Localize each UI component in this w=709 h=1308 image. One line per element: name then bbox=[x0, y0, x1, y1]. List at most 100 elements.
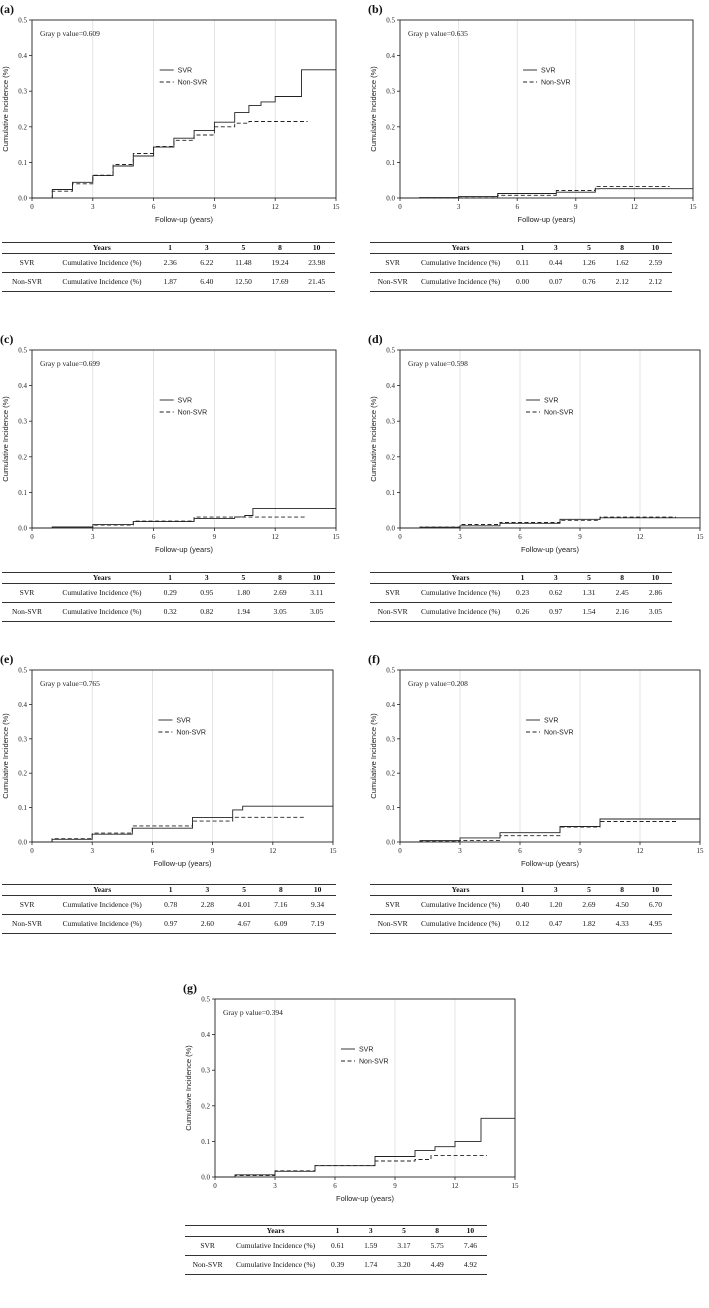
table-header-year: 1 bbox=[505, 884, 540, 896]
table-value-cell: 3.05 bbox=[638, 602, 672, 622]
x-tick-label: 9 bbox=[578, 847, 582, 855]
table-value-cell: 0.97 bbox=[539, 602, 573, 622]
table-row: Non-SVR Cumulative Incidence (%) 0.39 1.74 3… bbox=[185, 1255, 487, 1275]
table-value-cell: 0.26 bbox=[505, 602, 540, 622]
table-header-blank bbox=[2, 572, 52, 584]
table-row-label: Cumulative Incidence (%) bbox=[230, 1255, 321, 1275]
table-value-cell: 2.16 bbox=[605, 602, 639, 622]
table-value-cell: 2.12 bbox=[638, 272, 672, 292]
table-value-cell: 0.29 bbox=[163, 588, 177, 597]
x-axis-label: Follow-up (years) bbox=[155, 545, 213, 554]
y-tick-label: 0.3 bbox=[386, 418, 395, 426]
table-row-label: Cumulative Incidence (%) bbox=[52, 914, 153, 934]
x-tick-label: 3 bbox=[458, 847, 462, 855]
table-header-years: Years bbox=[51, 242, 152, 254]
panel-letter: (e) bbox=[0, 652, 14, 666]
table-header-year: 8 bbox=[420, 1225, 454, 1237]
table-value-cell: 4.49 bbox=[420, 1255, 454, 1275]
x-tick-label: 12 bbox=[272, 203, 280, 211]
series-line-svr bbox=[400, 517, 700, 529]
legend-label-svr: SVR bbox=[544, 718, 558, 725]
table-value-cell: 1.74 bbox=[354, 1255, 388, 1275]
table-header-year: 5 bbox=[225, 242, 262, 254]
table-row-label: Cumulative Incidence (%) bbox=[415, 602, 506, 622]
table-row: SVR Cumulative Incidence (%) 2.36 6.22 11.48… bbox=[2, 254, 335, 273]
legend-label-svr: SVR bbox=[178, 398, 192, 405]
table-group-label: Non-SVR bbox=[2, 272, 52, 292]
y-tick-label: 0.1 bbox=[18, 804, 27, 812]
table-value-cell: 11.48 bbox=[235, 258, 252, 267]
y-tick-label: 0.4 bbox=[386, 701, 395, 709]
y-tick-label: 0.2 bbox=[18, 123, 27, 131]
table-value-cell: 2.45 bbox=[615, 588, 629, 597]
table-group-label: Non-SVR bbox=[2, 914, 53, 934]
x-tick-label: 15 bbox=[333, 203, 341, 211]
table-header-year: 3 bbox=[354, 1225, 388, 1237]
table-group-label: SVR bbox=[19, 900, 35, 909]
table-group-label: SVR bbox=[385, 900, 400, 909]
x-tick-label: 6 bbox=[515, 203, 519, 211]
plot-frame bbox=[31, 349, 337, 529]
x-tick-label: 6 bbox=[152, 203, 156, 211]
panel-letter: (b) bbox=[368, 2, 383, 16]
x-tick-label: 3 bbox=[458, 533, 462, 541]
x-tick-label: 6 bbox=[518, 533, 522, 541]
table-value-cell: 21.45 bbox=[298, 272, 335, 292]
table-header-year: 1 bbox=[505, 242, 540, 254]
x-axis-label: Follow-up (years) bbox=[518, 215, 576, 224]
table-row-label: Cumulative Incidence (%) bbox=[51, 602, 152, 622]
legend-label-non-svr: Non-SVR bbox=[544, 730, 574, 737]
table-group-label: Non-SVR bbox=[370, 602, 416, 622]
table-group-label: Non-SVR bbox=[370, 272, 416, 292]
y-tick-label: 0.5 bbox=[18, 17, 27, 25]
legend-label-non-svr: Non-SVR bbox=[544, 410, 574, 417]
x-tick-label: 9 bbox=[574, 203, 578, 211]
table-value-cell: 3.05 bbox=[261, 602, 299, 622]
table-header-year: 3 bbox=[189, 884, 226, 896]
table-row: Non-SVR Cumulative Incidence (%) 0.32 0.82 1… bbox=[2, 602, 335, 622]
table-row: SVR Cumulative Incidence (%) 0.23 0.62 1.31 2… bbox=[370, 584, 672, 603]
panel-e: (e) 0 3 6 9 12 15 0.0 0.1 0.2 0.3 0.4 0.5 Follow-up (… bbox=[0, 652, 339, 944]
table-value-cell: 0.32 bbox=[151, 602, 189, 622]
table-header-year: 8 bbox=[605, 884, 639, 896]
y-tick-label: 0.1 bbox=[201, 1138, 210, 1146]
table-value-cell: 6.40 bbox=[188, 272, 226, 292]
table-value-cell: 19.24 bbox=[271, 258, 289, 267]
y-axis-label: Cumulative Incidence (%) bbox=[1, 713, 10, 799]
table-group-label: Non-SVR bbox=[185, 1255, 231, 1275]
plot-frame bbox=[31, 669, 334, 843]
chart-svg: 0 3 6 9 12 15 0.0 0.1 0.2 0.3 0.4 0.5 Follow-up (yea… bbox=[1, 667, 337, 869]
p-value-annotation: Gray p value=0.394 bbox=[223, 1008, 283, 1017]
x-tick-label: 12 bbox=[637, 847, 645, 855]
y-tick-label: 0.2 bbox=[386, 123, 395, 131]
legend-label-non-svr: Non-SVR bbox=[178, 80, 208, 87]
chart-svg: 0 3 6 9 12 15 0.0 0.1 0.2 0.3 0.4 0.5 Follow-up (yea… bbox=[369, 667, 704, 869]
p-value-annotation: Gray p value=0.208 bbox=[408, 679, 468, 688]
p-value-annotation: Gray p value=0.699 bbox=[40, 359, 100, 368]
y-tick-label: 0.5 bbox=[386, 17, 395, 25]
x-tick-label: 3 bbox=[457, 203, 461, 211]
panel-a: (a) 0 3 6 9 12 15 0.0 0.1 0.2 0.3 0.4 0.5 Follow-up (… bbox=[0, 2, 342, 302]
table-group-label: SVR bbox=[19, 258, 35, 267]
table-value-cell: 1.54 bbox=[572, 602, 606, 622]
table-value-cell: 17.69 bbox=[261, 272, 299, 292]
chart-svg: 0 3 6 9 12 15 0.0 0.1 0.2 0.3 0.4 0.5 Follow-up (yea… bbox=[1, 347, 340, 555]
plot-frame bbox=[31, 19, 337, 199]
table-value-cell: 4.01 bbox=[237, 900, 251, 909]
table-value-cell: 4.67 bbox=[225, 914, 263, 934]
x-tick-label: 9 bbox=[213, 533, 217, 541]
table-value-cell: 2.36 bbox=[163, 258, 177, 267]
table-row: SVR Cumulative Incidence (%) 0.29 0.95 1.80 2… bbox=[2, 584, 335, 603]
y-tick-label: 0.2 bbox=[18, 770, 27, 778]
y-tick-label: 0.3 bbox=[18, 88, 27, 96]
y-tick-label: 0.0 bbox=[386, 195, 395, 203]
legend-label-svr: SVR bbox=[178, 68, 192, 75]
series-line-svr bbox=[32, 507, 336, 529]
panel-g: (g) 0 3 6 9 12 15 0.0 0.1 0.2 0.3 0.4 0.5 Follow-up (… bbox=[183, 981, 521, 1285]
table-row-label: Cumulative Incidence (%) bbox=[51, 272, 152, 292]
y-tick-label: 0.5 bbox=[386, 667, 395, 675]
table-value-cell: 4.95 bbox=[638, 914, 672, 934]
x-tick-label: 6 bbox=[151, 847, 155, 855]
legend-label-svr: SVR bbox=[544, 398, 558, 405]
table-value-cell: 4.33 bbox=[605, 914, 639, 934]
